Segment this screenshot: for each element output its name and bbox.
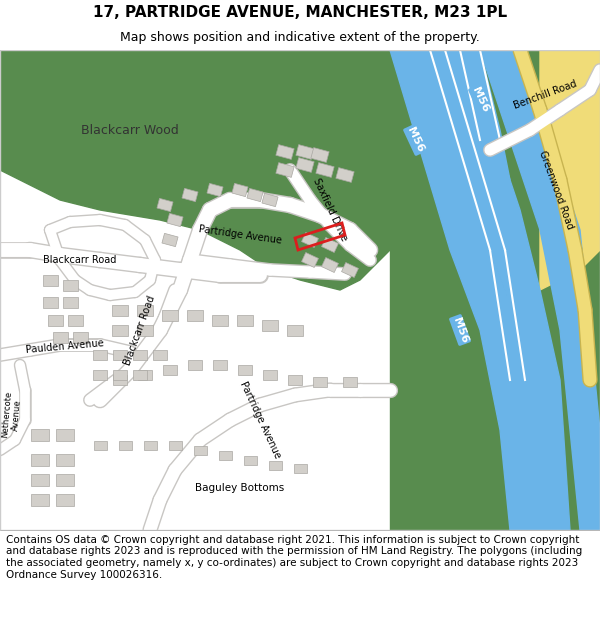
Bar: [262, 193, 278, 207]
Bar: [137, 324, 153, 336]
Bar: [182, 188, 198, 202]
Bar: [56, 494, 74, 506]
Bar: [157, 198, 173, 212]
Text: Blackcarr Road: Blackcarr Road: [123, 294, 157, 366]
Bar: [287, 324, 303, 336]
Bar: [336, 168, 354, 182]
Bar: [56, 474, 74, 486]
Bar: [302, 253, 319, 268]
Bar: [207, 183, 223, 197]
Bar: [313, 377, 327, 387]
Bar: [112, 304, 128, 316]
Polygon shape: [390, 50, 550, 530]
Text: M56: M56: [451, 316, 469, 344]
Polygon shape: [440, 50, 560, 530]
Bar: [238, 365, 252, 375]
Bar: [133, 370, 147, 380]
Bar: [113, 350, 127, 360]
Bar: [169, 441, 182, 449]
Text: Blackcarr Road: Blackcarr Road: [43, 255, 116, 265]
Bar: [213, 360, 227, 370]
Bar: [133, 350, 147, 360]
Bar: [187, 309, 203, 321]
Bar: [302, 232, 319, 248]
Polygon shape: [430, 50, 570, 530]
Text: Saxfield Drive: Saxfield Drive: [311, 177, 349, 243]
Bar: [322, 258, 338, 272]
Bar: [138, 370, 152, 380]
Bar: [153, 350, 167, 360]
Bar: [73, 331, 88, 342]
Polygon shape: [0, 50, 600, 290]
Bar: [162, 309, 178, 321]
Bar: [56, 429, 74, 441]
Bar: [262, 319, 278, 331]
Bar: [162, 233, 178, 247]
Bar: [247, 188, 263, 202]
Text: Paulden Avenue: Paulden Avenue: [26, 339, 104, 356]
Bar: [137, 304, 153, 316]
Bar: [163, 365, 177, 375]
Text: Greenwood Road: Greenwood Road: [537, 149, 575, 231]
Text: M56: M56: [470, 86, 490, 114]
Bar: [218, 451, 232, 459]
Text: Partridge Avenue: Partridge Avenue: [238, 380, 282, 460]
Polygon shape: [450, 50, 510, 180]
Bar: [93, 370, 107, 380]
Bar: [244, 456, 257, 464]
Bar: [31, 474, 49, 486]
Bar: [232, 183, 248, 197]
Text: Baguley Bottoms: Baguley Bottoms: [196, 483, 284, 493]
Bar: [167, 213, 183, 227]
Bar: [193, 446, 206, 454]
Bar: [112, 324, 128, 336]
Text: M56: M56: [405, 126, 425, 154]
Bar: [47, 314, 62, 326]
Bar: [67, 314, 83, 326]
Bar: [322, 238, 338, 252]
Bar: [276, 162, 294, 177]
Bar: [188, 360, 202, 370]
Text: Blackcarr Wood: Blackcarr Wood: [81, 124, 179, 136]
Bar: [93, 350, 107, 360]
Polygon shape: [480, 50, 600, 530]
Text: Partridge Avenue: Partridge Avenue: [198, 224, 282, 246]
Bar: [276, 144, 294, 159]
Bar: [288, 375, 302, 385]
Bar: [56, 454, 74, 466]
Bar: [296, 158, 314, 172]
Polygon shape: [540, 50, 600, 290]
Bar: [316, 162, 334, 177]
Text: Benchill Road: Benchill Road: [512, 79, 578, 111]
Bar: [263, 370, 277, 380]
Bar: [62, 296, 77, 308]
Bar: [43, 274, 58, 286]
Bar: [311, 148, 329, 162]
Bar: [341, 262, 358, 278]
Bar: [237, 314, 253, 326]
Bar: [119, 441, 131, 449]
Polygon shape: [410, 50, 460, 530]
Bar: [94, 441, 107, 449]
Bar: [296, 144, 314, 159]
Bar: [31, 429, 49, 441]
Bar: [269, 461, 281, 469]
Bar: [293, 464, 307, 472]
Bar: [343, 377, 357, 387]
Bar: [62, 279, 77, 291]
Text: 17, PARTRIDGE AVENUE, MANCHESTER, M23 1PL: 17, PARTRIDGE AVENUE, MANCHESTER, M23 1P…: [93, 5, 507, 20]
Polygon shape: [390, 50, 600, 530]
Bar: [143, 441, 157, 449]
Bar: [53, 331, 67, 342]
Bar: [31, 494, 49, 506]
Bar: [212, 314, 228, 326]
Bar: [31, 454, 49, 466]
Text: Nethercote
Avenue: Nethercote Avenue: [0, 391, 24, 439]
Bar: [113, 375, 127, 385]
Bar: [43, 296, 58, 308]
Bar: [113, 370, 127, 380]
Text: Contains OS data © Crown copyright and database right 2021. This information is : Contains OS data © Crown copyright and d…: [6, 535, 582, 579]
Text: Map shows position and indicative extent of the property.: Map shows position and indicative extent…: [120, 31, 480, 44]
